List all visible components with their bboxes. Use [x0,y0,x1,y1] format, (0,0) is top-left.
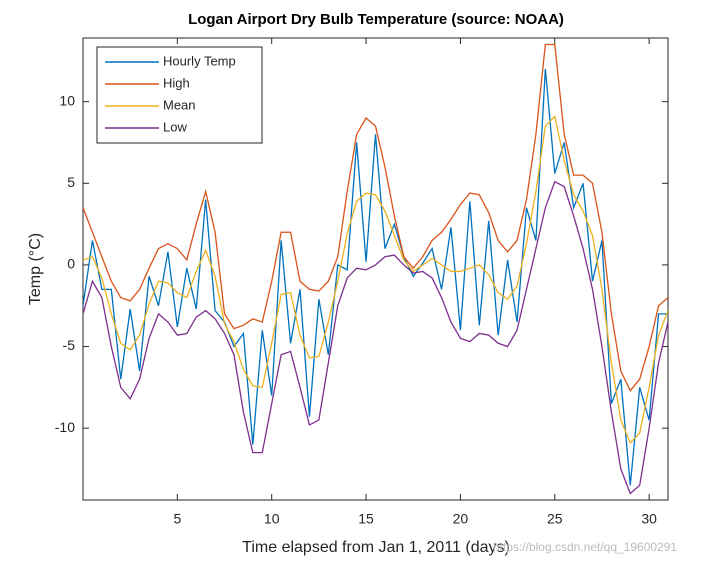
y-tick-label: 0 [67,256,75,272]
line-series [83,115,668,445]
x-tick-label: 5 [173,511,181,527]
x-axis-label: Time elapsed from Jan 1, 2011 (days) [242,539,510,556]
legend-label: Mean [163,97,196,112]
y-tick-label: -10 [55,419,75,435]
legend-label: Low [163,119,187,134]
watermark: https://blog.csdn.net/qq_19600291 [493,540,677,554]
chart-title: Logan Airport Dry Bulb Temperature (sour… [188,11,564,28]
y-axis-label: Temp (°C) [27,233,44,305]
y-tick-label: 5 [67,174,75,190]
x-tick-label: 20 [453,511,469,527]
x-tick-label: 25 [547,511,563,527]
y-tick-label: 10 [59,92,75,108]
line-series [83,68,668,486]
line-series [83,43,668,392]
legend-box [96,46,263,144]
x-tick-label: 10 [264,511,280,527]
legend-label: High [163,75,190,90]
x-tick-label: 30 [641,511,657,527]
legend-label: Hourly Temp [163,53,236,68]
x-tick-label: 15 [358,511,374,527]
line-series [83,180,668,495]
y-tick-label: -5 [63,337,76,353]
